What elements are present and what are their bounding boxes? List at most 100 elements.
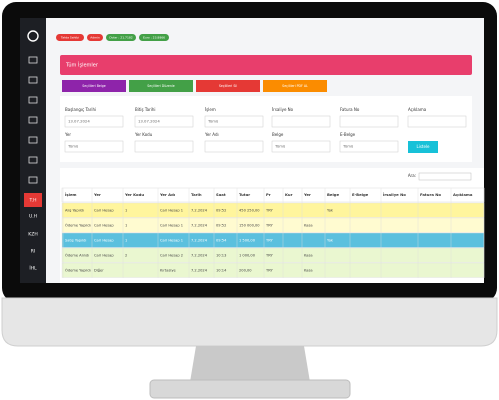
title-bar <box>60 55 472 75</box>
filter-input[interactable] <box>204 140 264 153</box>
table-cell: 2 <box>125 254 127 258</box>
monitor-base <box>149 379 351 399</box>
table-cell: 7.2.2024 <box>191 224 208 228</box>
column-header: E-Belge <box>352 192 369 197</box>
filter-input[interactable] <box>339 115 399 128</box>
filter-value: 13.07.2024 <box>138 119 160 124</box>
table-cell: Kasa <box>304 224 313 228</box>
action-button[interactable] <box>129 80 193 92</box>
table-cell: Cari Hesap 1 <box>160 209 183 213</box>
action-label: Seçilileri Düzenle <box>147 84 174 88</box>
filter-input[interactable] <box>271 115 331 128</box>
sidebar-icon[interactable] <box>28 136 38 144</box>
column-header: Yer Kodu <box>124 192 144 197</box>
filter-value: Tümü <box>207 119 219 124</box>
sidebar <box>20 18 46 283</box>
table-cell: Ödeme Yapıldı <box>65 223 91 228</box>
table-cell: Satış Yapıldı <box>65 239 86 243</box>
filter-input[interactable] <box>407 115 467 128</box>
table-cell: Cari Hesap 1 <box>160 224 183 228</box>
badge-label: Admin <box>90 36 100 40</box>
badge-label: Tahta Sahibi <box>60 36 79 40</box>
action-button[interactable] <box>62 80 126 92</box>
sidebar-item[interactable]: T.H <box>28 198 36 204</box>
badge-label: Euro : 23.8866 <box>143 36 165 40</box>
table-cell: TRY <box>265 209 273 213</box>
column-header: Belge <box>327 192 339 197</box>
monitor-neck <box>190 346 310 382</box>
action-label: Seçilileri Sil <box>219 84 237 88</box>
sidebar-icon[interactable] <box>28 56 38 64</box>
table-cell: Yok <box>327 209 334 213</box>
table-cell: Kasa <box>304 269 313 273</box>
sidebar-icon[interactable] <box>28 96 38 104</box>
filter-value: Tümü <box>67 144 79 149</box>
table-cell: Diğer <box>94 269 104 273</box>
sidebar-item[interactable]: U.H <box>29 214 37 220</box>
action-label: Seçilileri Belge <box>82 84 106 88</box>
action-button[interactable] <box>263 80 327 92</box>
table-cell: 1 <box>125 224 127 228</box>
filter-input[interactable] <box>64 140 124 153</box>
list-button-label: Listele <box>416 144 430 149</box>
sidebar-item[interactable]: KZH <box>28 232 37 238</box>
column-header: Tarih <box>191 192 202 197</box>
badge <box>106 34 136 41</box>
table-cell: TRY <box>265 254 273 258</box>
table-cell: 09:52 <box>216 209 226 213</box>
table-cell: Cari Hesap <box>94 254 114 258</box>
column-header: Açıklama <box>453 192 473 197</box>
filter-label: Fatura No <box>340 107 360 112</box>
filter-label: Başlangıç Tarihi <box>65 107 96 112</box>
table-cell: Cari Hesap 1 <box>160 239 183 243</box>
table-cell: Cari Hesap <box>94 209 114 213</box>
filter-input[interactable] <box>339 140 399 153</box>
action-button[interactable] <box>196 80 260 92</box>
table-cell: TRY <box>265 239 273 243</box>
column-header: Yer <box>303 192 311 197</box>
filter-input[interactable] <box>134 140 194 153</box>
badge-label: Dolar : 21.7182 <box>109 36 132 40</box>
action-label: Seçilileri PDF AL <box>282 84 308 88</box>
table-cell: Kırtasiye <box>160 269 176 273</box>
sidebar-item[interactable]: RI <box>31 249 35 255</box>
badge <box>87 34 103 41</box>
filter-label: İşlem <box>205 107 216 112</box>
sidebar-icon[interactable] <box>28 116 38 124</box>
filter-label: Yer Kodu <box>134 132 153 137</box>
filter-value: Tümü <box>274 144 286 149</box>
table-row[interactable] <box>61 262 485 278</box>
logo <box>27 30 39 42</box>
filter-input[interactable] <box>134 115 194 128</box>
table-cell: Ödeme Alındı <box>65 253 89 258</box>
column-header: Yer Adı <box>159 192 175 197</box>
search-input[interactable] <box>418 172 472 181</box>
filter-label: Açıklama <box>408 107 427 112</box>
sidebar-icon[interactable] <box>28 176 38 184</box>
table-cell: 09:54 <box>216 239 227 243</box>
table-cell: 7.2.2024 <box>191 254 208 258</box>
sidebar-active <box>24 193 42 207</box>
list-button[interactable] <box>408 141 438 153</box>
table-cell: 7.2.2024 <box>191 269 208 273</box>
table-cell: 10:14 <box>216 269 227 273</box>
table-cell: Cari Hesap 2 <box>160 254 183 258</box>
filter-input[interactable] <box>271 140 331 153</box>
table-cell: Cari Hesap <box>94 239 114 243</box>
sidebar-item[interactable]: İHL <box>29 265 37 272</box>
monitor-chin <box>1 297 498 347</box>
filter-input[interactable] <box>204 115 264 128</box>
column-header: Tutar <box>239 192 250 197</box>
column-header: İşlem <box>65 192 77 197</box>
table-cell: Cari Hesap <box>94 224 114 228</box>
badge <box>139 34 169 41</box>
badge <box>56 34 84 41</box>
filter-label: E-Belge <box>340 132 356 137</box>
table-cell: Yok <box>327 239 334 243</box>
sidebar-icon[interactable] <box>28 156 38 164</box>
search-label: Ara: <box>408 173 416 178</box>
table-cell: 1 <box>125 239 127 243</box>
filter-input[interactable] <box>64 115 124 128</box>
sidebar-icon[interactable] <box>28 76 38 84</box>
